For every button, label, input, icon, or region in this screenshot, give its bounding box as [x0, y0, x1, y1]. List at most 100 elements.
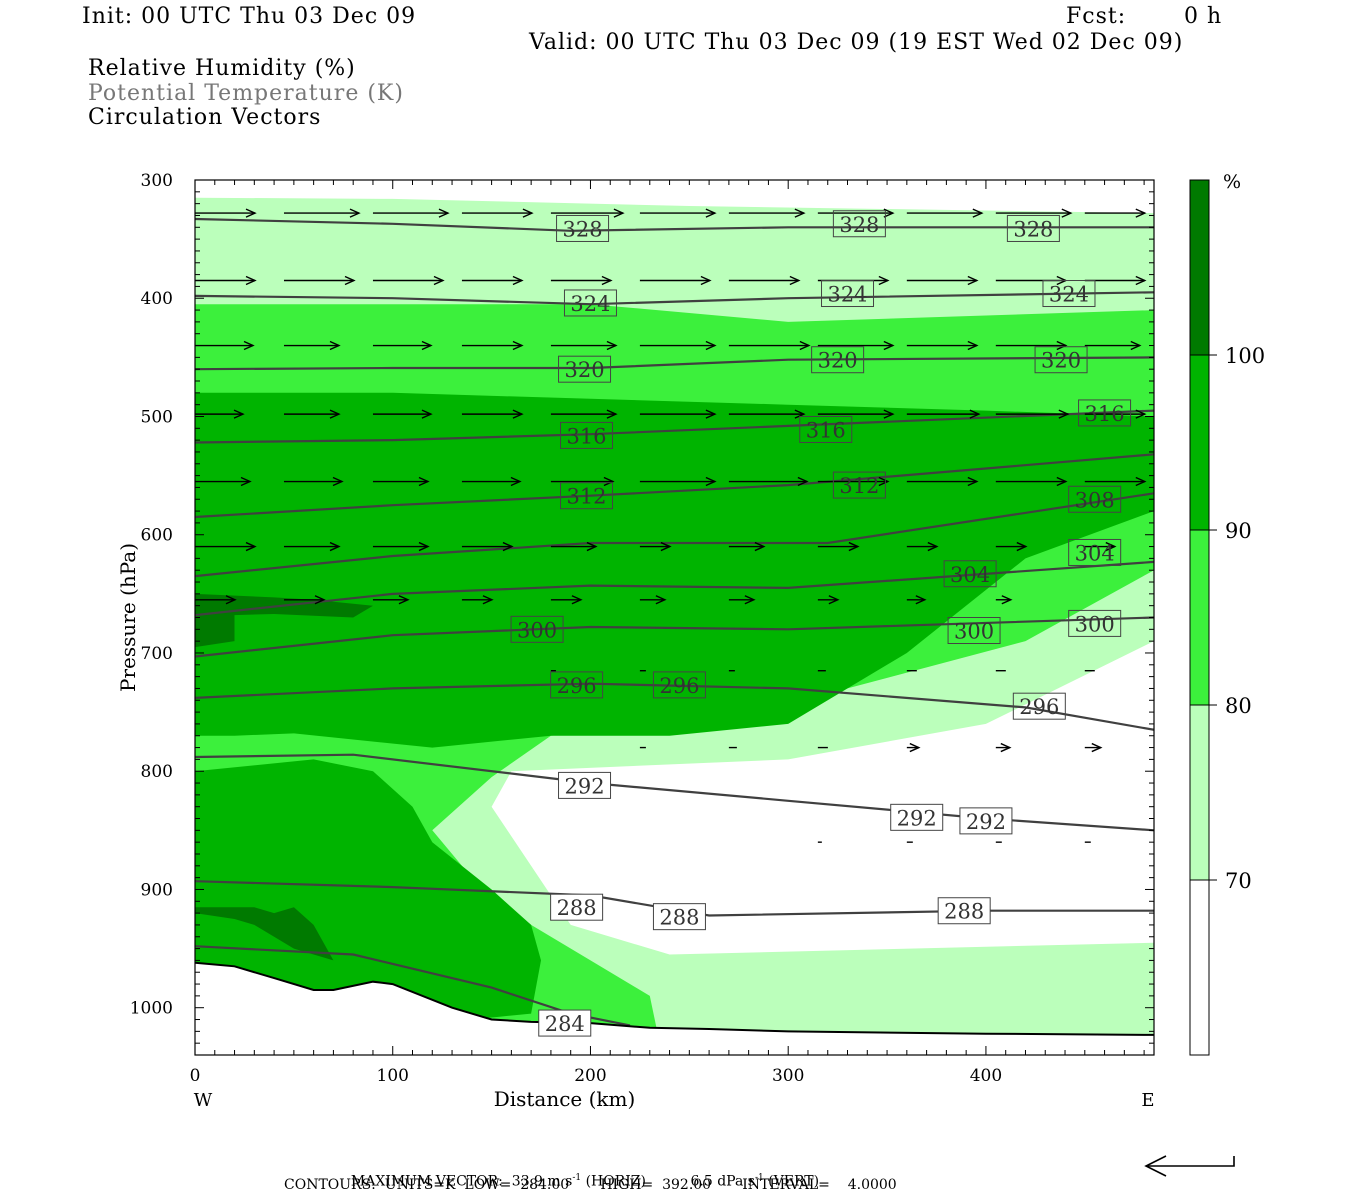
- circulation-vector: [461, 275, 524, 286]
- circulation-vector: [372, 409, 433, 419]
- circulation-vector: [461, 541, 514, 552]
- label-box: [1042, 280, 1096, 308]
- vector-head: [1061, 208, 1073, 218]
- circulation-vector: [639, 476, 717, 487]
- vector-head: [512, 275, 524, 286]
- isentrope-label-324: 324: [563, 289, 617, 317]
- reference-vector-icon: [1144, 1155, 1235, 1177]
- circulation-vector: [461, 595, 494, 605]
- circulation-vector: [195, 275, 257, 286]
- vector-head: [705, 409, 717, 419]
- rh-90-100-lower-region: [195, 759, 541, 1020]
- label-text: 304: [1075, 541, 1115, 565]
- label-text: 324: [827, 283, 867, 307]
- colorbar-tick-label: 100: [1225, 344, 1265, 368]
- vector-head: [512, 409, 524, 419]
- circulation-vector: [639, 409, 717, 419]
- isentrope-label-320: 320: [811, 346, 865, 374]
- circulation-vector: [995, 476, 1068, 487]
- circulation-vector: [283, 409, 341, 419]
- label-box: [538, 1009, 592, 1037]
- circulation-vector: [906, 340, 979, 351]
- contour-label-layer: 328 328 328 324 324 324 320 320 320 316 316 316 312 3…: [510, 210, 1132, 1037]
- isentrope-label-300: 300: [947, 617, 1001, 645]
- vector-head: [1000, 742, 1012, 753]
- axis-layer: 300 400 500 600 700 800 900 1000 0 100 200 300 400 Di…: [116, 171, 1155, 1111]
- circulation-vector: [639, 275, 712, 286]
- colorbar-70-80: [1190, 705, 1209, 880]
- circulation-vector: [639, 595, 667, 605]
- isentrope-324: [195, 291, 1154, 306]
- vector-head: [1135, 476, 1147, 487]
- isentrope-label-296: 296: [652, 671, 706, 699]
- circulation-vector: [461, 476, 522, 487]
- isentrope-label-288: 288: [550, 893, 604, 921]
- y-tick-label: 800: [141, 762, 173, 782]
- colorbar-tick-label: 90: [1225, 519, 1252, 543]
- vector-head: [848, 541, 860, 552]
- circulation-vector: [995, 541, 1028, 552]
- vector-head: [510, 476, 522, 487]
- vector-head: [522, 208, 534, 218]
- circulation-vector: [639, 208, 717, 218]
- label-box: [947, 617, 1001, 645]
- vector-head: [1135, 208, 1147, 218]
- vector-head: [329, 340, 341, 351]
- isentrope-label-284: 284: [538, 1009, 592, 1037]
- isentrope-320: [195, 356, 1154, 371]
- vector-head: [329, 541, 341, 552]
- circulation-vector: [195, 476, 252, 487]
- isentrope-label-308: 308: [1068, 485, 1122, 513]
- label-text: 312: [566, 485, 606, 509]
- forecast-hour: 0 h: [1184, 4, 1223, 29]
- label-text: 292: [897, 806, 937, 830]
- circulation-vector: [906, 476, 979, 487]
- isentrope-300: [195, 616, 1154, 658]
- vector-head: [799, 340, 811, 351]
- vector-head: [660, 541, 672, 552]
- label-box: [832, 210, 886, 238]
- isentrope-label-328: 328: [556, 214, 610, 242]
- circulation-vector: [283, 476, 344, 487]
- circulation-vector: [817, 409, 895, 419]
- circulation-vector: [283, 275, 356, 286]
- colorbar-90-100: [1190, 355, 1209, 530]
- label-box: [550, 671, 604, 699]
- circulation-vector: [1084, 208, 1147, 218]
- isentrope-label-324: 324: [821, 280, 875, 308]
- vector-head: [482, 595, 494, 605]
- label-box: [1034, 346, 1088, 374]
- legend-title-vectors: Circulation Vectors: [88, 105, 322, 130]
- label-box: [560, 482, 614, 510]
- isentrope-label-288: 288: [652, 903, 706, 931]
- vector-head: [349, 208, 361, 218]
- label-text: 316: [806, 418, 846, 442]
- vector-head: [1091, 742, 1103, 753]
- colorbar-frame: [1189, 179, 1210, 1056]
- vector-head: [245, 541, 257, 552]
- vector-head: [606, 409, 618, 419]
- circulation-vector: [995, 742, 1012, 753]
- isentrope-label-304: 304: [1068, 538, 1122, 566]
- y-tick-label: 1000: [130, 999, 173, 1019]
- vector-head: [878, 275, 890, 286]
- vector-head: [705, 208, 717, 218]
- label-box: [1006, 214, 1060, 242]
- vector-head: [883, 409, 895, 419]
- max-vector-vert-exp: -1: [754, 1173, 764, 1183]
- label-text: 300: [517, 618, 557, 642]
- isentrope-308: [195, 492, 1154, 578]
- max-vector-footer: MAXIMUM VECTOR: 33.9 m s-1 (HORIZ) 6.5 d…: [342, 1157, 819, 1190]
- init-time: Init: 00 UTC Thu 03 Dec 09: [82, 4, 417, 29]
- label-text: 284: [545, 1012, 585, 1036]
- circulation-vector: [372, 595, 410, 605]
- forecast-label: Fcst:: [1066, 4, 1127, 29]
- vector-head: [883, 208, 895, 218]
- below-surface-region: [195, 962, 1154, 1055]
- vector-head: [344, 275, 356, 286]
- y-tick-label: 500: [141, 407, 173, 427]
- circulation-vector: [195, 595, 237, 605]
- circulation-vector: [817, 208, 895, 218]
- isentrope-304: [195, 560, 1154, 617]
